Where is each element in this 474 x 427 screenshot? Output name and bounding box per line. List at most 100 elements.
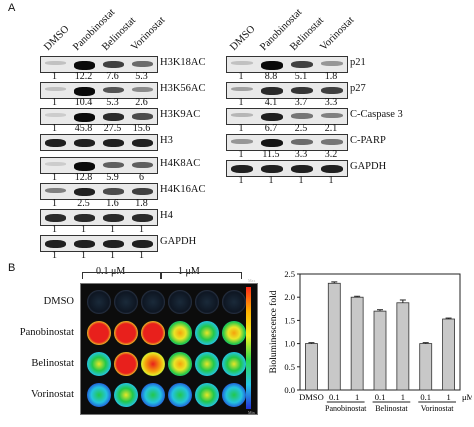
fold-value: 5.9 xyxy=(106,172,119,183)
fold-value: 10.4 xyxy=(74,97,93,108)
protein-band xyxy=(321,164,343,173)
fold-value: 3.7 xyxy=(294,97,308,108)
blot-label: H4K16AC xyxy=(160,183,206,195)
plate-well xyxy=(87,352,111,376)
fold-value: 5.3 xyxy=(106,97,119,108)
fold-value: 6 xyxy=(139,172,144,183)
protein-band xyxy=(45,161,66,166)
color-scale-min: Min xyxy=(248,410,255,415)
plate-well xyxy=(114,352,138,376)
bar xyxy=(350,296,364,391)
protein-band xyxy=(74,187,95,196)
protein-band xyxy=(261,164,283,173)
fold-value: 1 xyxy=(268,175,274,186)
plate-well xyxy=(195,383,219,407)
blot-label: GAPDH xyxy=(160,235,197,247)
y-tick-label: 0.0 xyxy=(284,385,295,395)
fold-value: 1 xyxy=(110,250,115,261)
fold-value: 1.8 xyxy=(135,198,148,209)
plate-well xyxy=(141,290,165,314)
fold-value: 2.1 xyxy=(324,123,338,134)
protein-band xyxy=(74,161,95,171)
x-tick-label: 1 xyxy=(446,392,450,402)
blot-label: H4 xyxy=(160,209,173,221)
fold-value: 1 xyxy=(238,123,244,134)
protein-band xyxy=(132,239,153,248)
protein-band xyxy=(74,239,95,248)
fold-value: 1 xyxy=(238,71,244,82)
lane-header: DMSO xyxy=(228,23,258,53)
protein-band xyxy=(132,86,153,92)
protein-band xyxy=(132,161,153,169)
fold-value: 4.1 xyxy=(264,97,278,108)
protein-band xyxy=(231,112,253,117)
protein-band xyxy=(132,60,153,67)
protein-band xyxy=(231,138,253,144)
fold-value: 1.6 xyxy=(106,198,119,209)
dose-bracket-high xyxy=(160,272,242,279)
blot-h4k16ac xyxy=(40,183,158,200)
panel-b-letter: B xyxy=(8,262,16,274)
protein-band xyxy=(321,86,343,94)
x-tick-label: DMSO xyxy=(299,392,324,402)
fold-value: 5.1 xyxy=(294,71,308,82)
x-tick-label: 1 xyxy=(355,392,359,402)
protein-band xyxy=(74,60,95,70)
fold-value: 1 xyxy=(52,71,57,82)
blot-label: C-Caspase 3 xyxy=(350,108,403,120)
protein-band xyxy=(45,138,66,147)
plate-well xyxy=(168,352,192,376)
fold-value: 1 xyxy=(110,224,115,235)
plate-well xyxy=(114,383,138,407)
fold-value: 1 xyxy=(139,224,144,235)
x-tick-label: 0.1 xyxy=(329,392,340,402)
group-label: Belinostat xyxy=(375,404,408,413)
plate-well xyxy=(222,383,246,407)
y-tick-label: 1.0 xyxy=(284,339,295,349)
fold-value: 1 xyxy=(81,224,86,235)
fold-value: 3.2 xyxy=(324,149,338,160)
fold-value: 27.5 xyxy=(103,123,122,134)
protein-band xyxy=(291,60,313,68)
blot-c-parp xyxy=(226,134,348,151)
protein-band xyxy=(74,213,95,222)
plate-well xyxy=(195,321,219,345)
dose-label-high: 1 μM xyxy=(178,266,200,277)
protein-band xyxy=(231,86,253,92)
blot-gapdh xyxy=(40,235,158,252)
protein-band xyxy=(231,60,253,65)
protein-band xyxy=(291,112,313,119)
blot-label: H3K9AC xyxy=(160,108,201,120)
fold-value: 2.5 xyxy=(77,198,90,209)
protein-band xyxy=(103,187,124,195)
x-tick-label: 0.1 xyxy=(420,392,431,402)
plate-well xyxy=(87,290,111,314)
protein-band xyxy=(321,138,343,145)
fold-value: 1 xyxy=(52,123,57,134)
dose-bracket-low xyxy=(82,272,162,279)
fold-value: 15.6 xyxy=(132,123,151,134)
protein-band xyxy=(103,213,124,222)
fold-value: 12.8 xyxy=(74,172,93,183)
y-tick-label: 2.0 xyxy=(284,292,295,302)
blot-label: p21 xyxy=(350,56,366,68)
protein-band xyxy=(103,161,124,169)
plate-well xyxy=(195,352,219,376)
protein-band xyxy=(321,60,343,66)
protein-band xyxy=(261,86,283,95)
plate-well xyxy=(168,290,192,314)
plate-well xyxy=(168,383,192,407)
bar xyxy=(305,343,318,391)
fold-value: 1 xyxy=(328,175,334,186)
protein-band xyxy=(45,112,66,117)
protein-band xyxy=(74,86,95,96)
protein-band xyxy=(45,86,66,91)
fold-value: 1 xyxy=(81,250,86,261)
protein-band xyxy=(231,164,253,173)
plate-well xyxy=(222,321,246,345)
fold-value: 1 xyxy=(52,172,57,183)
fold-value: 3.3 xyxy=(294,149,308,160)
plate-well xyxy=(114,290,138,314)
bar xyxy=(442,318,455,391)
group-label: Vorinostat xyxy=(421,404,455,413)
